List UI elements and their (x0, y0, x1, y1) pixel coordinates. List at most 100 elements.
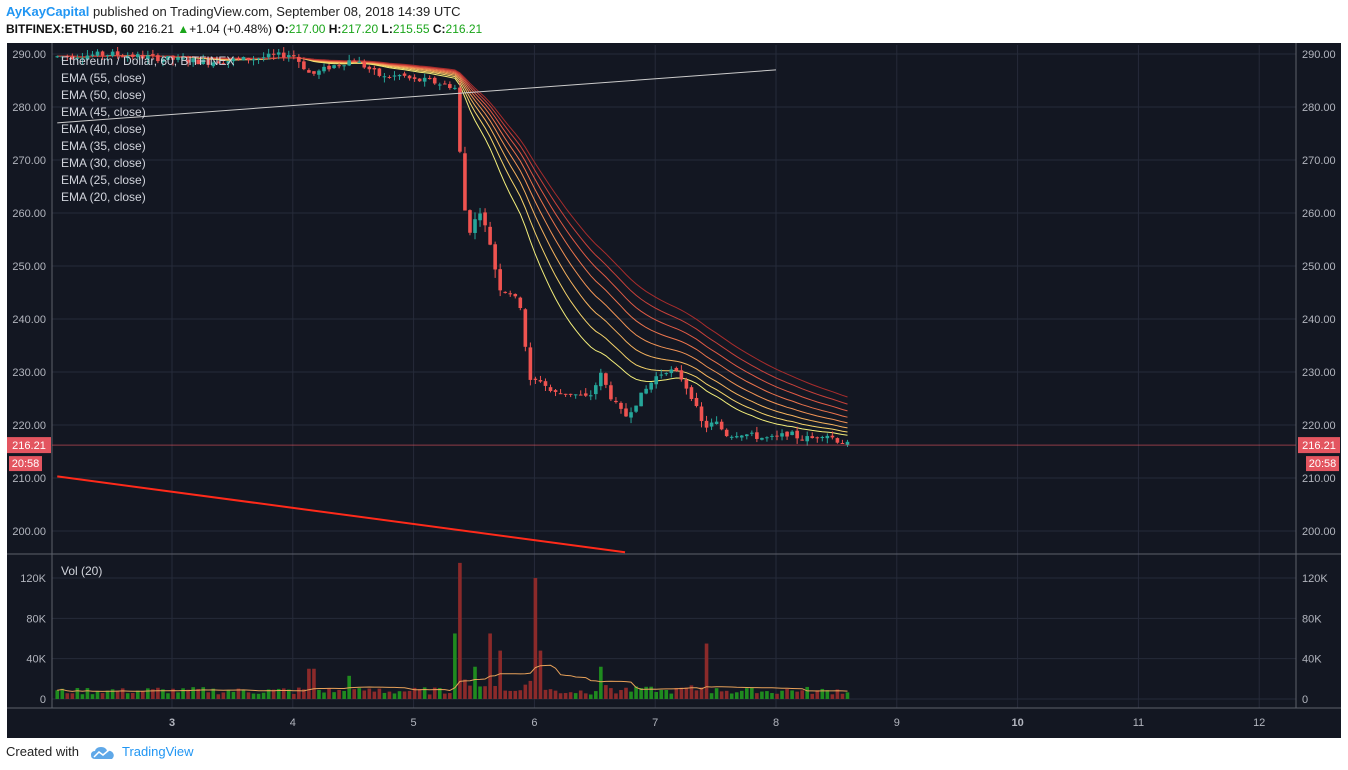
candle-body (196, 59, 200, 65)
price-tick-label-left: 220.00 (12, 420, 46, 432)
candle-body (493, 244, 497, 270)
candle-body (347, 60, 351, 66)
volume-bar (750, 687, 754, 699)
volume-bar (508, 690, 513, 699)
candle-body (750, 432, 754, 434)
price-tick-label-left: 270.00 (12, 155, 46, 167)
high-label: H: (328, 22, 342, 36)
price-tick-label-left: 210.00 (12, 473, 46, 485)
candle-body (407, 75, 412, 79)
candle-body (80, 58, 85, 60)
legend-entry[interactable]: EMA (20, close) (61, 190, 146, 204)
volume-bar (704, 643, 709, 699)
chart-title: Ethereum / Dollar, 60, BITFINEX (61, 54, 234, 68)
volume-bar (689, 685, 694, 699)
price-tick-label-left: 200.00 (12, 526, 46, 538)
candle-body (503, 291, 508, 293)
legend-entry[interactable]: EMA (45, close) (61, 105, 146, 119)
volume-bar (266, 689, 271, 699)
candle-body (835, 438, 840, 443)
price-tick-label-right: 290.00 (1302, 49, 1336, 61)
volume-tick-label-left: 40K (26, 654, 46, 666)
volume-bar (578, 690, 583, 699)
candle-body (327, 65, 331, 70)
candle-body (588, 395, 593, 397)
time-tick-label: 9 (894, 717, 900, 729)
tradingview-link[interactable]: TradingView (122, 744, 194, 759)
candle-body (171, 55, 175, 60)
candle-body (604, 373, 608, 385)
descending-trendline[interactable] (57, 475, 626, 554)
legend-entry[interactable]: EMA (35, close) (61, 139, 146, 153)
last-price-tag-left (7, 437, 51, 454)
symbol-label[interactable]: BITFINEX:ETHUSD, 60 (6, 22, 135, 36)
volume-bar (775, 693, 779, 699)
candle-body (760, 437, 764, 440)
legend-entry[interactable]: EMA (55, close) (61, 71, 146, 85)
candle-body (166, 56, 170, 60)
trendlines-group[interactable] (57, 69, 777, 554)
candle-body (241, 56, 246, 61)
volume-bar (815, 690, 820, 699)
candle-body (785, 431, 789, 437)
candle-body (412, 77, 417, 79)
candle-body (156, 55, 160, 62)
price-tick-label-left: 260.00 (12, 208, 46, 220)
candle-body (357, 61, 362, 63)
legend-entry[interactable]: EMA (30, close) (61, 156, 146, 170)
candle-body (548, 387, 553, 392)
volume-bar (432, 687, 437, 699)
volume-bar (130, 693, 135, 699)
volume-bar (286, 689, 291, 699)
ascending-trendline[interactable] (57, 69, 777, 124)
candle-body (815, 437, 820, 439)
volume-tick-label-right: 0 (1302, 694, 1308, 706)
candle-body (488, 226, 492, 245)
price-tick-label-right: 210.00 (1302, 473, 1336, 485)
legend-entry[interactable]: EMA (25, close) (61, 173, 146, 187)
candle-body (292, 55, 296, 57)
volume-bar (624, 687, 628, 699)
volume-bar (332, 692, 336, 699)
volume-bar (533, 578, 538, 699)
volume-bar (216, 694, 221, 699)
candle-body (654, 376, 659, 385)
volume-bar (236, 688, 241, 699)
author-link[interactable]: AyKayCapital (6, 4, 90, 19)
candle-body (543, 381, 548, 386)
volume-pane (55, 562, 850, 699)
candle-body (105, 55, 110, 57)
candle-body (553, 390, 558, 392)
volume-bar (644, 686, 648, 699)
volume-bar (80, 694, 85, 699)
volume-bar (322, 692, 326, 699)
candle-body (65, 56, 70, 58)
volume-bar (629, 691, 633, 699)
volume-bar (125, 693, 130, 699)
price-tick-label-left: 230.00 (12, 367, 46, 379)
candle-body (443, 83, 447, 85)
volume-bar (604, 685, 608, 699)
candle-body (387, 76, 392, 78)
volume-bar (206, 692, 211, 699)
volume-bar (120, 688, 125, 699)
volume-bar (176, 692, 180, 699)
legend-entry[interactable]: EMA (40, close) (61, 122, 146, 136)
volume-bar (271, 689, 276, 699)
close-value: 216.21 (445, 22, 483, 36)
candle-body (231, 58, 236, 62)
candle-body (342, 65, 346, 67)
volume-bar (407, 690, 412, 699)
volume-label[interactable]: Vol (20) (61, 564, 102, 578)
volume-bar (709, 693, 714, 699)
volume-bar (372, 691, 377, 699)
volume-bar (226, 690, 231, 699)
volume-bar (382, 692, 387, 699)
volume-bar (468, 685, 472, 699)
countdown-text-right: 20:58 (1309, 458, 1337, 470)
candle-body (508, 293, 513, 295)
price-tick-label-right: 220.00 (1302, 420, 1336, 432)
candle-body (644, 388, 648, 394)
legend-entry[interactable]: EMA (50, close) (61, 88, 146, 102)
